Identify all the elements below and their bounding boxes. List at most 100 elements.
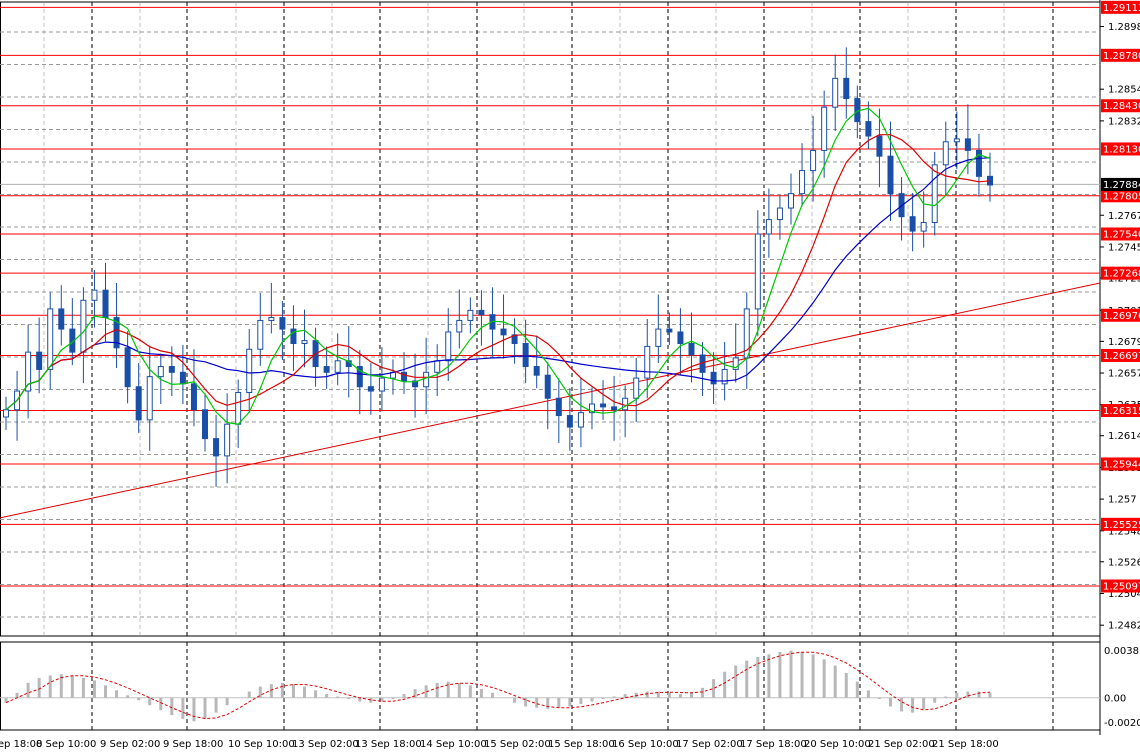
y-tick-label: 1.257 xyxy=(1108,495,1137,506)
candle-body xyxy=(843,77,850,100)
level-tag xyxy=(1101,99,1140,113)
level-label: 1.26315 xyxy=(1103,406,1140,417)
candle-body xyxy=(953,138,960,143)
y-tick-label: 1.25265 xyxy=(1108,557,1140,568)
candle-body xyxy=(279,317,286,330)
x-tick-label: 10 Sep 10:00 xyxy=(228,739,295,750)
ma-fast-line xyxy=(5,107,991,425)
candle-body xyxy=(776,207,783,221)
candle-body xyxy=(810,149,817,172)
x-tick-label: 13 Sep 02:00 xyxy=(292,739,359,750)
candle-body xyxy=(876,135,883,157)
candle-body xyxy=(920,221,927,232)
x-tick-label: 15 Sep 18:00 xyxy=(548,739,615,750)
candle-body xyxy=(865,121,872,137)
candle-body xyxy=(25,351,32,392)
candle-body xyxy=(190,383,197,411)
candle-body xyxy=(710,371,717,385)
candle-body xyxy=(323,366,330,373)
ma-mid-line xyxy=(5,134,991,411)
oscillator-tick-label: 0.00 xyxy=(1104,693,1126,704)
level-label: 1.26976 xyxy=(1103,311,1140,322)
candle-body xyxy=(942,141,949,166)
x-tick-label: 13 Sep 18:00 xyxy=(355,739,422,750)
y-tick-label: 1.2745 xyxy=(1108,242,1140,253)
y-tick-label: 1.2614 xyxy=(1108,431,1140,442)
level-tag xyxy=(1101,579,1140,593)
level-label: 1.27540 xyxy=(1103,229,1140,240)
candle-body xyxy=(566,415,573,428)
current-price-label: 1.27884 xyxy=(1103,180,1140,191)
level-tag xyxy=(1101,457,1140,471)
level-label: 1.25944 xyxy=(1103,459,1140,470)
candle-body xyxy=(854,98,861,123)
level-label: 1.26697 xyxy=(1103,351,1140,362)
candle-body xyxy=(975,149,982,177)
level-label: 1.28780 xyxy=(1103,51,1140,62)
x-tick-label: 14 Sep 10:00 xyxy=(420,739,487,750)
candle-body xyxy=(909,216,916,232)
level-tag xyxy=(1101,142,1140,156)
candle-body xyxy=(47,308,54,370)
candle-body xyxy=(378,377,385,392)
candle-body xyxy=(666,328,673,333)
x-axis: 8 Sep 18:008 Sep 10:00 9 Sep 02:009 Sep 1… xyxy=(0,739,999,750)
candle-body xyxy=(677,331,684,344)
level-label: 1.28430 xyxy=(1103,101,1140,112)
candles xyxy=(3,47,993,487)
candle-body xyxy=(301,340,308,344)
candle-body xyxy=(412,380,419,388)
candle-body xyxy=(356,366,363,388)
y-tick-label: 1.28545 xyxy=(1108,85,1140,96)
candle-body xyxy=(721,368,728,385)
x-tick-label: 9 Sep 02:00 xyxy=(100,739,160,750)
candle-body xyxy=(257,319,264,350)
ma-slow-line xyxy=(5,157,991,411)
candle-body xyxy=(555,397,562,417)
x-tick-label: 8 Sep 18:00 xyxy=(0,739,42,750)
level-label: 1.27268 xyxy=(1103,269,1140,280)
x-tick-label: 17 Sep 02:00 xyxy=(676,739,743,750)
candle-body xyxy=(577,412,584,428)
candle-body xyxy=(600,403,607,408)
candle-body xyxy=(732,357,739,370)
candle-body xyxy=(168,366,175,373)
levels: 1.29113 1.28780 1.28430 1.28130 1.27805 1.275… xyxy=(0,0,1140,593)
oscillator-signal-line xyxy=(5,651,991,720)
candle-body xyxy=(157,366,164,378)
level-label: 1.25525 xyxy=(1103,520,1140,531)
y-tick-label: 1.24825 xyxy=(1108,621,1140,632)
level-tag xyxy=(1101,308,1140,322)
level-tag xyxy=(1101,348,1140,362)
candle-body xyxy=(478,309,485,316)
oscillator-tick-label: -0.00201 xyxy=(1104,718,1140,729)
candle-body xyxy=(102,289,109,319)
y-tick-label: 1.28325 xyxy=(1108,116,1140,127)
candle-body xyxy=(832,77,839,108)
x-tick-label: 21 Sep 18:00 xyxy=(932,739,999,750)
candle-body xyxy=(533,366,540,376)
level-tag xyxy=(1101,48,1140,62)
candle-body xyxy=(633,377,640,399)
candle-body xyxy=(787,193,794,209)
candle-body xyxy=(688,342,695,356)
candle-body xyxy=(58,308,65,330)
candle-body xyxy=(36,351,43,370)
level-tag xyxy=(1101,227,1140,241)
oscillator: 0.003818 0.00 -0.00201 xyxy=(0,646,1140,729)
candle-body xyxy=(268,317,275,321)
candle-body xyxy=(931,164,938,223)
candle-body xyxy=(423,371,430,388)
level-label: 1.29113 xyxy=(1103,3,1140,14)
level-tag xyxy=(1101,0,1140,14)
candle-body xyxy=(765,219,772,235)
candle-body xyxy=(202,409,209,440)
candle-body xyxy=(401,371,408,382)
candle-body xyxy=(964,138,971,151)
level-label: 1.25097 xyxy=(1103,582,1140,593)
candle-body xyxy=(179,371,186,385)
level-tag xyxy=(1101,189,1140,203)
candle-body xyxy=(213,438,220,457)
x-tick-label: 15 Sep 02:00 xyxy=(484,739,551,750)
